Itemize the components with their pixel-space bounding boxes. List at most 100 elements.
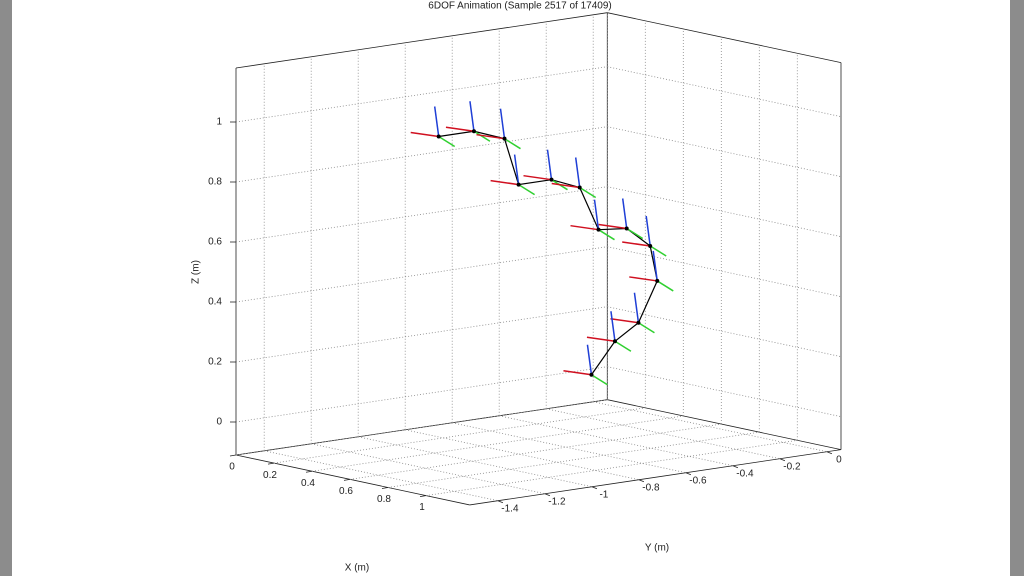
point: [471, 129, 476, 134]
point: [655, 278, 660, 283]
body-axis-z: [574, 157, 581, 188]
point: [612, 339, 617, 344]
body-axis-x: [586, 336, 616, 342]
grid-line: [264, 450, 498, 502]
z-axis-label: Z (m): [191, 260, 202, 284]
grid-line: [607, 306, 842, 358]
y-tick: [826, 451, 833, 455]
grid-line: [405, 429, 639, 481]
x-tick-label: 0.4: [301, 478, 315, 489]
z-tick-label: 0.6: [208, 237, 222, 248]
body-axis-y: [614, 340, 632, 352]
grid-line: [235, 399, 608, 456]
point: [516, 182, 521, 187]
box-edge: [235, 12, 608, 69]
body-axis-z: [586, 344, 593, 375]
body-axis-y: [649, 245, 667, 257]
body-axis-z: [633, 292, 640, 323]
x-tick-label: 0.6: [339, 486, 353, 497]
body-axis-z: [652, 250, 658, 282]
body-axis-x: [563, 369, 592, 376]
x-tick: [229, 454, 237, 457]
grid-line: [593, 401, 827, 453]
y-tick: [685, 472, 692, 476]
body-axis-x: [410, 131, 439, 138]
z-tick-label: 0.4: [208, 297, 222, 308]
grid-line: [607, 126, 842, 178]
grid-line: [235, 186, 608, 243]
body-axis-z: [546, 149, 553, 180]
y-tick: [497, 500, 504, 504]
grid-line: [273, 407, 646, 464]
body-axis-x: [523, 174, 552, 181]
x-axis-label: X (m): [345, 563, 369, 574]
box-edge: [469, 449, 842, 506]
y-tick-label: 0: [836, 454, 842, 465]
x-tick: [343, 478, 351, 481]
point: [502, 136, 507, 141]
z-tick-label: 0: [216, 417, 222, 428]
point: [436, 134, 441, 139]
y-tick-label: -0.2: [783, 461, 801, 472]
point: [589, 372, 594, 377]
body-axis-x: [490, 179, 519, 186]
body-axis-y: [438, 135, 456, 148]
point: [648, 243, 653, 248]
grid-line: [235, 366, 608, 423]
body-axis-y: [656, 280, 674, 292]
body-axis-x: [570, 224, 599, 231]
x-tick: [305, 470, 313, 473]
x-tick: [419, 495, 427, 497]
body-axis-y: [598, 229, 615, 241]
grid-line: [607, 186, 842, 238]
y-tick-label: -0.6: [689, 475, 707, 486]
box-edge: [607, 12, 842, 64]
point: [624, 226, 629, 231]
point: [596, 227, 601, 232]
body-axis-x: [598, 223, 627, 230]
y-tick: [779, 458, 786, 462]
body-axis-y: [638, 322, 655, 334]
grid-line: [499, 415, 733, 467]
y-tick-label: -1: [599, 489, 608, 500]
body-axis-z: [499, 108, 506, 139]
body-axis-y: [579, 186, 597, 199]
y-tick: [732, 465, 739, 469]
grid-line: [235, 306, 608, 363]
body-axis-z: [610, 311, 616, 342]
grid-line: [311, 415, 684, 472]
body-axis-x: [476, 133, 505, 140]
body-axis-y: [518, 183, 535, 196]
body-axis-z: [433, 106, 440, 137]
point: [549, 177, 554, 182]
grid-line: [235, 66, 608, 123]
body-axis-z: [593, 199, 600, 230]
x-tick-label: 1: [419, 502, 425, 513]
body-axis-x: [622, 241, 651, 247]
x-tick-label: 0.2: [263, 470, 277, 481]
body-axis-z: [645, 215, 651, 247]
y-tick: [544, 493, 551, 497]
body-axis-z: [469, 101, 475, 132]
y-tick-label: -0.8: [642, 482, 660, 493]
x-tick: [267, 462, 275, 465]
grid-line: [607, 246, 842, 298]
grid-line: [425, 439, 798, 496]
body-axis-x: [445, 126, 475, 132]
y-tick-label: -0.4: [736, 468, 754, 479]
x-tick-label: 0.8: [377, 494, 391, 505]
left-border: [0, 0, 12, 576]
x-tick-label: 0: [229, 462, 235, 473]
y-tick: [591, 486, 598, 490]
grid-line: [607, 66, 842, 118]
body-axis-x: [610, 317, 639, 324]
body-axis-y: [591, 374, 608, 386]
y-axis-label: Y (m): [645, 543, 669, 554]
body-axis-z: [621, 198, 628, 229]
grid-line: [607, 366, 842, 418]
z-tick-label: 1: [216, 117, 222, 128]
y-tick-label: -1.2: [548, 496, 566, 507]
z-tick-label: 0.2: [208, 357, 222, 368]
